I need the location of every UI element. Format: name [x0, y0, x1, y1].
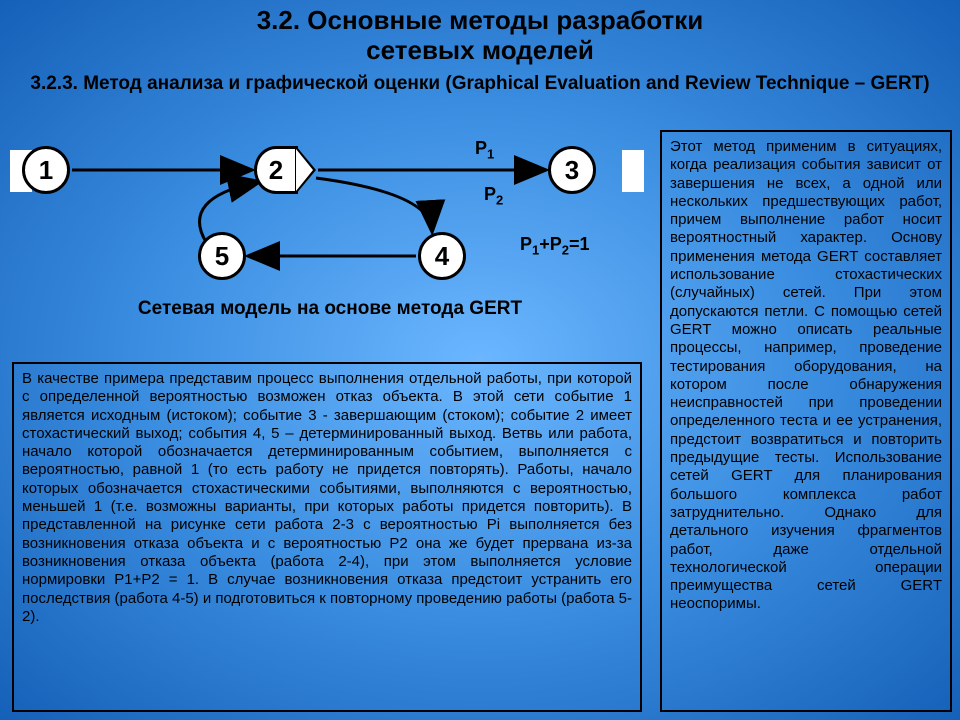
node-4: 4	[418, 232, 466, 280]
right-description-box: Этот метод применим в ситуациях, когда р…	[660, 130, 952, 712]
node-2: 2	[254, 146, 298, 194]
gert-diagram: 1 2 3 4 5 P1 P2 P1+P2=1	[10, 138, 650, 318]
main-title: 3.2. Основные методы разработки сетевых …	[0, 0, 960, 66]
label-p1: P1	[475, 138, 494, 162]
bottom-example-box: В качестве примера представим процесс вы…	[12, 362, 642, 712]
label-p2: P2	[484, 184, 503, 208]
node-5: 5	[198, 232, 246, 280]
node-1: 1	[22, 146, 70, 194]
node-3: 3	[548, 146, 596, 194]
section-subtitle: 3.2.3. Метод анализа и графической оценк…	[0, 72, 960, 97]
label-constraint: P1+P2=1	[520, 234, 590, 258]
